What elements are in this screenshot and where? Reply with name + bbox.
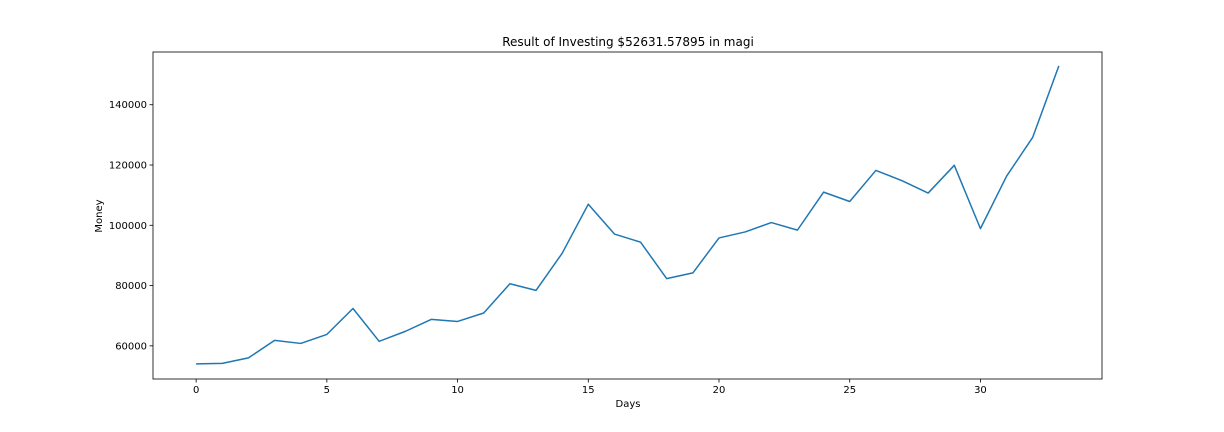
series-line-0 <box>196 65 1060 365</box>
chart-title: Result of Investing $52631.57895 in magi <box>502 35 754 49</box>
plot-frame <box>152 51 1103 380</box>
x-tick-label: 15 <box>582 385 595 396</box>
x-tick-label: 25 <box>843 385 856 396</box>
y-tick-label: 140000 <box>109 100 147 111</box>
y-tick-label: 80000 <box>115 281 147 292</box>
x-tick-label: 20 <box>713 385 726 396</box>
x-tick-label: 30 <box>974 385 987 396</box>
x-tick-label: 10 <box>451 385 464 396</box>
plot-area: 0 5 10 15 20 25 30 60000 80000 100000 120000 140000 <box>109 51 1103 396</box>
y-tick-label: 100000 <box>109 221 147 232</box>
x-tick-label: 5 <box>324 385 330 396</box>
x-tick-label: 0 <box>193 385 199 396</box>
x-axis-label: Days <box>616 399 641 410</box>
y-tick-label: 120000 <box>109 161 147 172</box>
y-axis-label: Money <box>94 199 105 232</box>
y-tick-label: 60000 <box>115 341 147 352</box>
